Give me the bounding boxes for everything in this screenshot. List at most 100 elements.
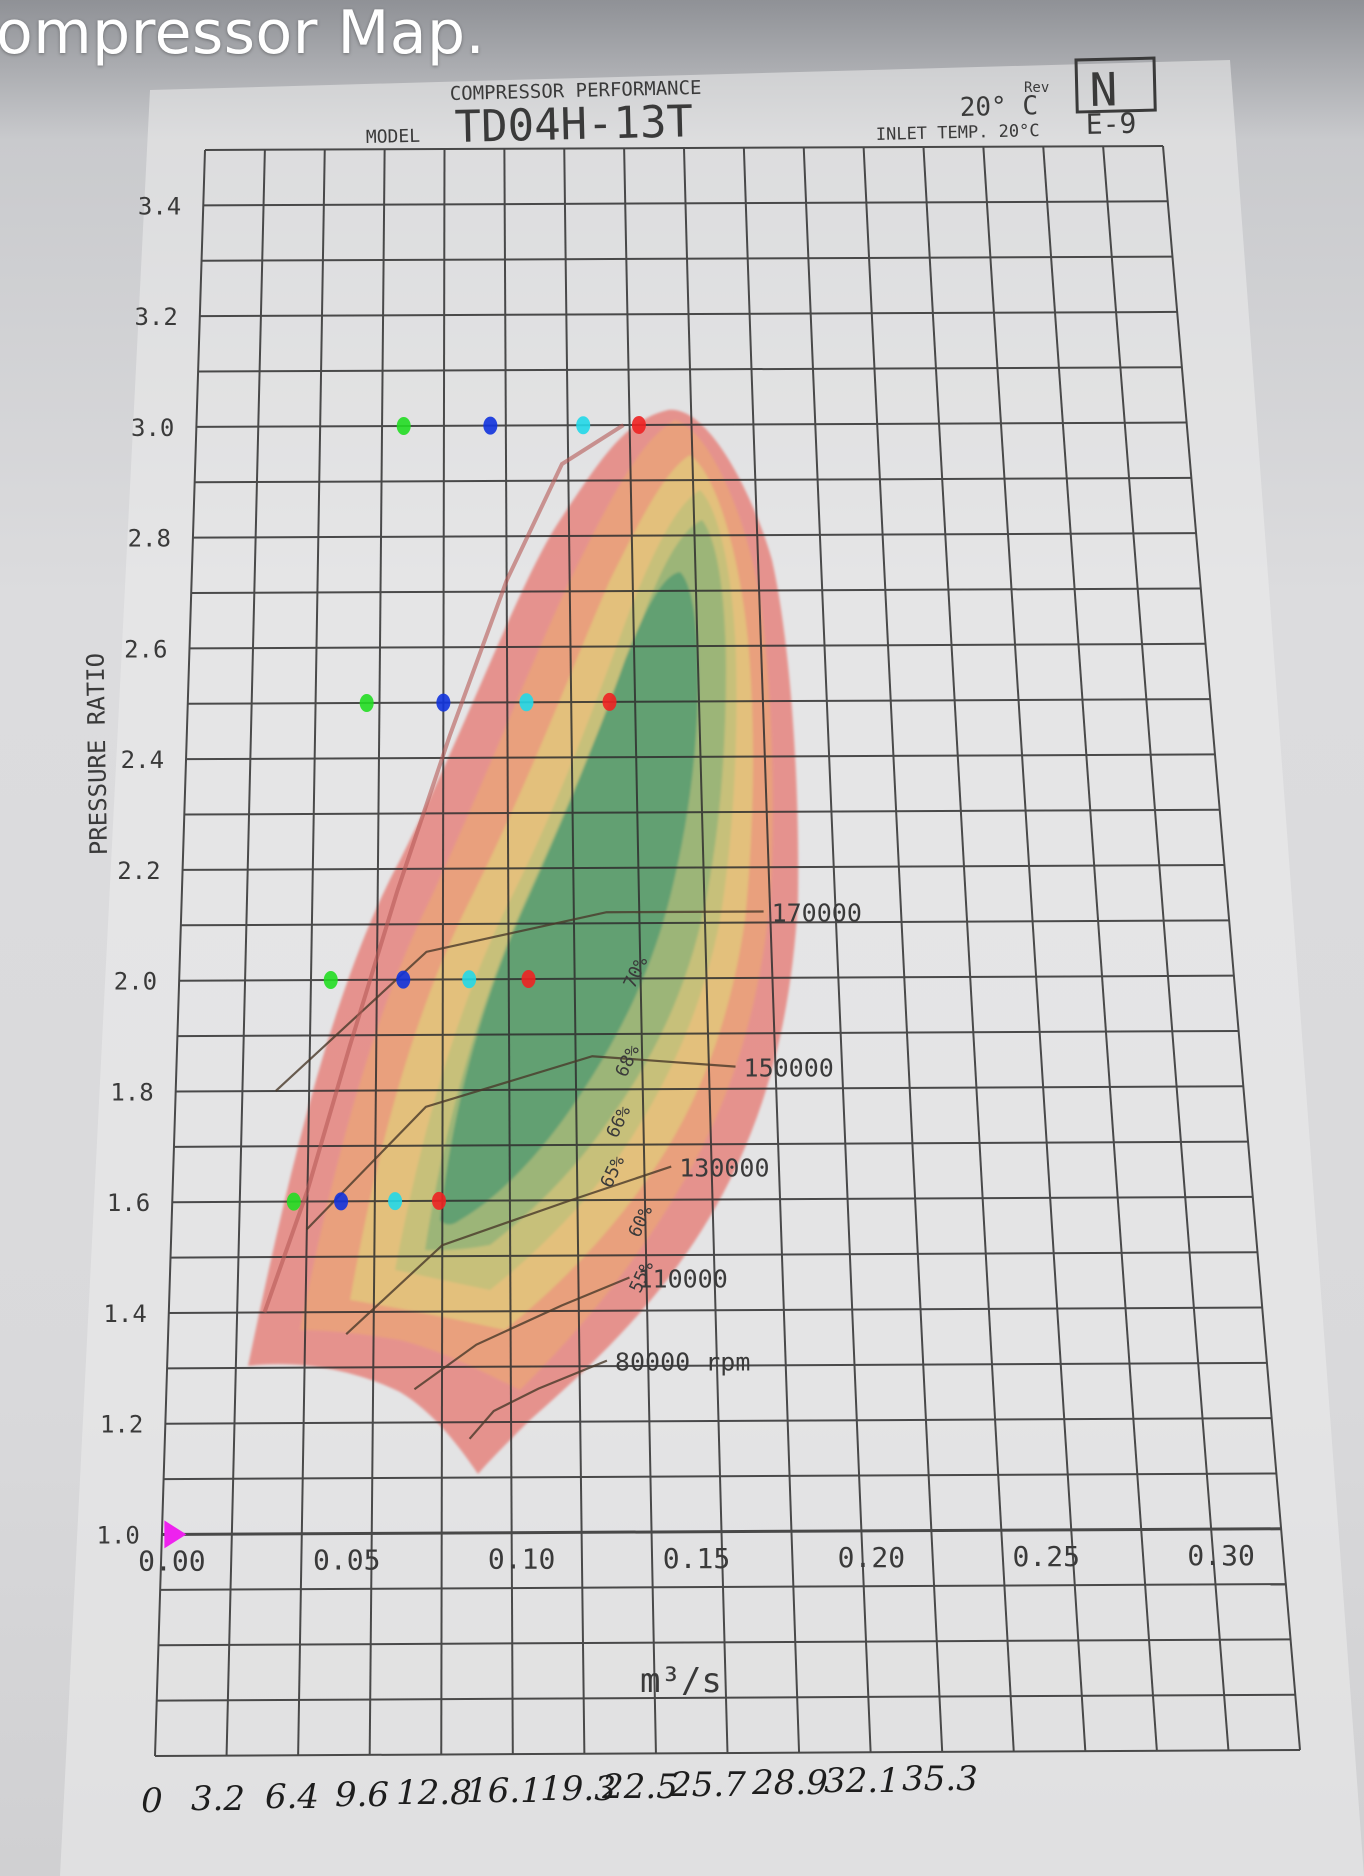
speed-line <box>468 1359 608 1440</box>
handwritten-flow-value: 6.4 <box>265 1777 319 1817</box>
grid-line-horizontal <box>192 532 1197 539</box>
x-tick-label: 0.10 <box>488 1543 555 1576</box>
handwritten-flow-value: 35.3 <box>902 1759 978 1799</box>
grid-line-horizontal <box>189 642 1206 650</box>
grid-line-horizontal <box>173 1140 1249 1148</box>
grid-line-vertical <box>154 149 206 1757</box>
surge-line <box>262 423 625 1314</box>
handwritten-flow-value: 25.7 <box>669 1765 746 1805</box>
island-core <box>440 572 699 1225</box>
grid-line-vertical <box>623 148 657 1754</box>
operating-point-mark <box>631 415 646 434</box>
video-title: ompressor Map. <box>0 0 486 68</box>
grid-line-vertical <box>225 149 266 1756</box>
grid-line-vertical <box>503 148 514 1755</box>
speed-line-label: 170000 <box>772 898 862 927</box>
grid-line-horizontal <box>175 1085 1244 1093</box>
header-code: E-9 <box>1085 107 1136 141</box>
speed-line-label: 150000 <box>744 1054 834 1083</box>
operating-point-mark <box>431 1191 446 1210</box>
y-tick-label: 2.6 <box>124 635 167 663</box>
handwritten-flow-value: 12.8 <box>396 1773 472 1813</box>
handwritten-flow-value: 19.3 <box>540 1769 616 1809</box>
operating-point-mark <box>359 693 374 712</box>
y-tick-label: 3.2 <box>134 303 177 331</box>
grid-line-horizontal <box>204 145 1164 151</box>
y-tick-label: 3.4 <box>138 192 181 220</box>
x-tick-label: 0.30 <box>1187 1539 1254 1572</box>
handwritten-flow-value: 9.6 <box>335 1775 389 1815</box>
speed-line-label: 80000 rpm <box>615 1348 750 1377</box>
model-name: TD04H-13T <box>454 96 694 153</box>
grid-line-vertical <box>1042 146 1158 1751</box>
header-box-letter: N <box>1089 62 1118 117</box>
operating-point-mark <box>483 416 498 435</box>
operating-point-mark <box>323 970 338 989</box>
operating-point-mark <box>396 416 411 435</box>
x-tick-label: 0.15 <box>663 1542 730 1575</box>
grid-line-vertical <box>742 147 801 1753</box>
speed-line <box>306 1055 736 1230</box>
grid-line-vertical <box>1102 146 1230 1751</box>
grid-line-horizontal <box>165 1417 1272 1425</box>
grid-line-vertical <box>802 147 872 1753</box>
handwritten-flow-value: 3.2 <box>191 1779 245 1819</box>
grid-line-vertical <box>862 147 944 1752</box>
grid-line-vertical <box>297 149 326 1756</box>
y-tick-label: 1.2 <box>100 1411 143 1439</box>
y-tick-label: 1.0 <box>97 1521 140 1549</box>
grid-line-horizontal <box>179 974 1234 982</box>
grid-line-horizontal <box>182 864 1225 871</box>
grid-line-horizontal <box>161 1527 1282 1536</box>
y-tick-label: 1.4 <box>103 1300 146 1328</box>
grid-line-horizontal <box>201 255 1173 262</box>
speed-line <box>275 910 764 1092</box>
operating-point-mark <box>286 1192 301 1211</box>
grid-line-horizontal <box>194 476 1192 484</box>
operating-point-mark <box>602 692 617 711</box>
operating-point-mark <box>519 693 534 712</box>
grid-line-vertical <box>440 148 446 1755</box>
x-tick-label: 0.20 <box>838 1541 905 1574</box>
grid-line-horizontal <box>163 1472 1277 1481</box>
speed-line <box>413 1276 630 1391</box>
grid-line-horizontal <box>199 310 1178 318</box>
operating-point-mark <box>388 1192 403 1211</box>
y-tick-label: 1.6 <box>107 1189 150 1217</box>
speed-line-label: 110000 <box>637 1264 727 1293</box>
grid-line-vertical <box>1162 145 1301 1751</box>
y-tick-label: 2.8 <box>128 525 171 553</box>
y-tick-label: 3.0 <box>131 414 174 442</box>
speed-line-label: 130000 <box>679 1154 769 1183</box>
x-axis-label: m³/s <box>640 1661 722 1701</box>
speed-line <box>345 1165 672 1336</box>
header-inlet: INLET TEMP. 20°C <box>876 121 1040 145</box>
y-axis-label: PRESSURE RATIO <box>81 653 113 856</box>
grid-line-horizontal <box>196 421 1187 428</box>
grid-line-vertical <box>982 146 1087 1752</box>
grid-line-horizontal <box>158 1638 1291 1647</box>
operating-point-mark <box>436 693 451 712</box>
operating-point-mark <box>521 970 536 989</box>
operating-point-mark <box>576 416 591 435</box>
grid-line-horizontal <box>203 200 1168 207</box>
header-rev: Rev <box>1024 80 1049 96</box>
grid-line-horizontal <box>154 1749 1301 1757</box>
y-tick-label: 2.2 <box>117 857 160 885</box>
grid-line-horizontal <box>156 1693 1296 1702</box>
header-box <box>1074 56 1157 114</box>
handwritten-flow-value: 22.5 <box>601 1767 678 1807</box>
header-temp: 20° C <box>959 91 1038 123</box>
grid-line-horizontal <box>184 808 1220 816</box>
speed-lines <box>275 910 764 1440</box>
grid-line-horizontal <box>191 587 1201 595</box>
grid-line-vertical <box>683 147 729 1754</box>
operating-point-mark <box>334 1192 349 1211</box>
y-tick-label: 2.4 <box>121 746 164 774</box>
grid-line-horizontal <box>160 1583 1286 1591</box>
handwritten-flow-value: 0 <box>141 1781 163 1821</box>
grid-line-horizontal <box>168 1306 1263 1314</box>
handwritten-flow-value: 28.9 <box>751 1763 828 1803</box>
x-tick-label: 0.25 <box>1013 1540 1080 1573</box>
